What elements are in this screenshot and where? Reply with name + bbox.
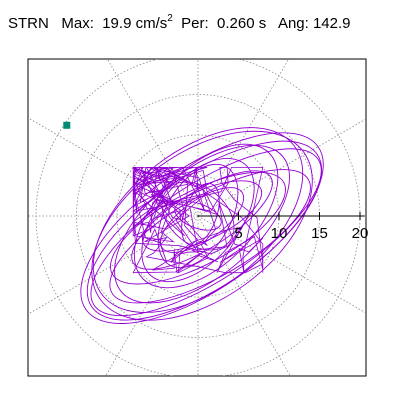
period-label: Per: — [181, 15, 209, 32]
max-label: Max: — [61, 15, 94, 32]
orbit-trace — [109, 169, 311, 304]
central-trace — [132, 166, 264, 274]
period-value: 0.260 s — [217, 15, 267, 32]
orbit-trace — [160, 187, 244, 253]
grid-spoke — [106, 59, 199, 217]
grid-spoke — [105, 215, 199, 376]
max-unit-exponent: 2 — [167, 13, 173, 24]
chart-header: STRN Max: 19.9 cm/s2 Per: 0.260 s Ang: 1… — [8, 13, 351, 36]
marker-layer — [63, 121, 71, 129]
orbit-trace — [86, 140, 323, 321]
radial-tick-label: 10 — [271, 225, 288, 242]
max-unit: cm/s — [135, 15, 168, 32]
grid-spoke — [197, 118, 366, 217]
station-code: STRN — [8, 15, 49, 32]
grid-spoke — [29, 215, 199, 314]
orbit-trace — [114, 144, 290, 304]
plot-frame — [27, 58, 367, 377]
orbit-trace — [157, 163, 239, 269]
max-value: 19.9 — [102, 15, 132, 32]
start-marker — [63, 121, 71, 129]
angle-value: 142.9 — [312, 15, 351, 32]
radial-tick-label: 15 — [311, 225, 328, 242]
radial-axis: 5 10 15 20 — [198, 212, 368, 242]
orbit-trace — [91, 130, 313, 321]
radial-tick-label: 20 — [352, 225, 369, 242]
orbit-trace — [141, 157, 255, 283]
orbit-traces — [80, 127, 324, 324]
angle-label: Ang: — [277, 15, 309, 32]
radial-tick-label: 5 — [234, 225, 242, 242]
grid-spoke — [197, 215, 291, 376]
